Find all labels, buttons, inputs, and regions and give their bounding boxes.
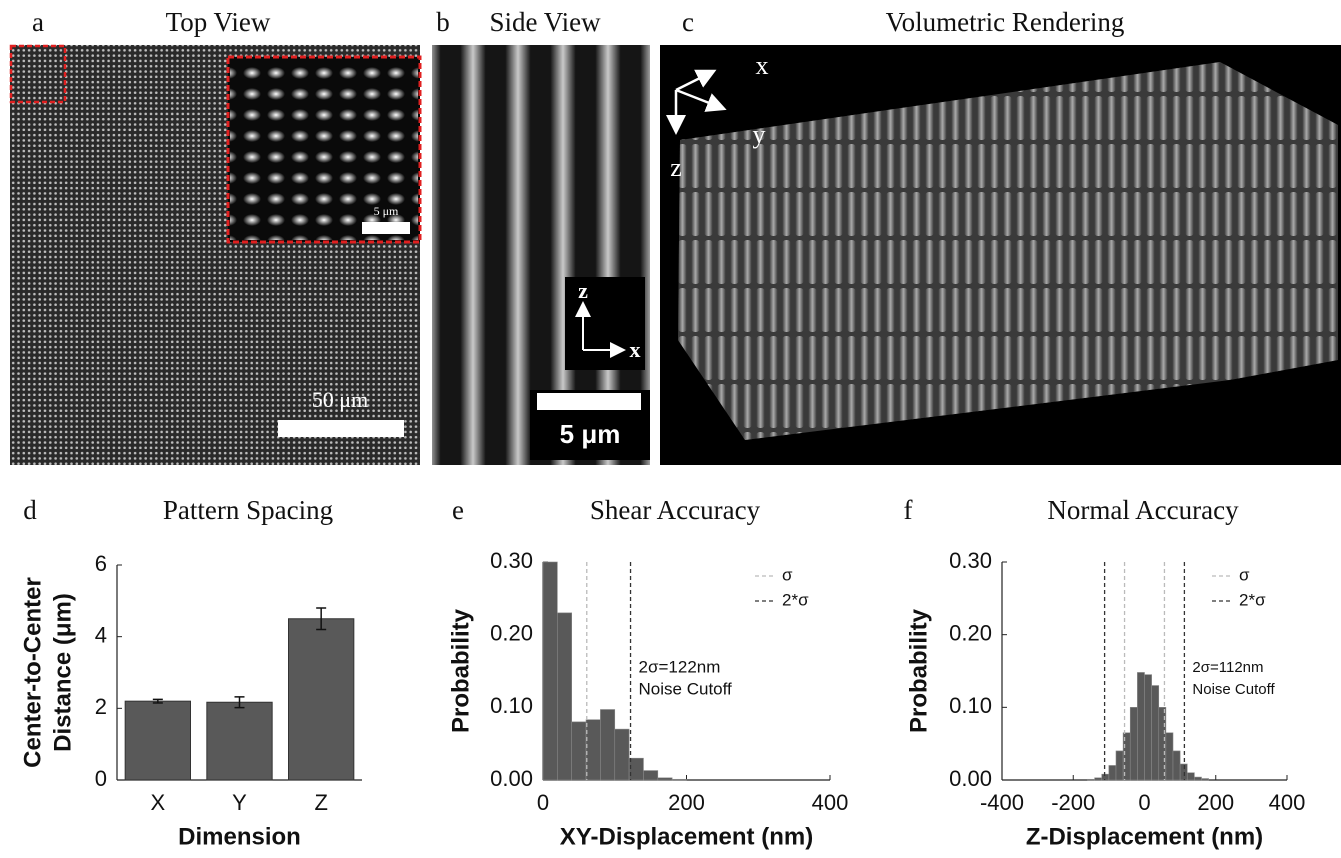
histogram-bar xyxy=(1144,674,1152,781)
histogram-bar xyxy=(1108,765,1117,781)
annotation: Noise Cutoff xyxy=(1192,681,1275,698)
y-axis-label: Distance (μm) xyxy=(49,593,76,752)
histogram-bar xyxy=(542,561,558,781)
legend-label: 2*σ xyxy=(782,590,809,609)
bar xyxy=(288,618,355,781)
panel-label: b xyxy=(436,7,450,37)
x-tick-label: Z xyxy=(314,790,327,815)
inset-dots xyxy=(230,59,418,240)
histogram-bar xyxy=(571,721,587,781)
histogram-bar xyxy=(1172,750,1181,781)
histogram-bar xyxy=(1137,672,1145,781)
bar xyxy=(206,701,273,781)
x-tick-label: 200 xyxy=(1197,790,1234,815)
x-tick-label: 400 xyxy=(1269,790,1306,815)
histogram-bar xyxy=(1087,778,1095,781)
scale-label: 5 μm xyxy=(560,419,621,449)
histogram-bar xyxy=(1151,685,1160,781)
scale-label: 50 μm xyxy=(312,387,368,412)
histogram-bar xyxy=(628,757,644,781)
histogram-bar xyxy=(557,612,572,781)
annotation: Noise Cutoff xyxy=(639,679,733,698)
y-arrow xyxy=(675,88,727,112)
histogram-bar xyxy=(1179,763,1188,781)
histogram-bar xyxy=(1194,776,1202,781)
inset-scale-bar xyxy=(362,222,410,234)
axis-label: z xyxy=(578,278,588,303)
axes-inset xyxy=(565,277,645,370)
panel-label: d xyxy=(23,495,37,525)
histogram-bar xyxy=(1201,778,1209,781)
y-tick-label: 2 xyxy=(95,694,107,719)
y-tick-label: 0.10 xyxy=(490,693,533,718)
scale-bar xyxy=(537,393,641,410)
x-tick-label: Y xyxy=(232,790,247,815)
axis-label: z xyxy=(670,153,682,182)
y-tick-label: 0.00 xyxy=(490,766,533,791)
volume-streaks xyxy=(678,62,1338,440)
x-axis-label: Z-Displacement (nm) xyxy=(1026,823,1263,850)
panel-label: c xyxy=(682,7,694,37)
axis-label: x xyxy=(756,51,769,80)
zoom-box xyxy=(9,44,67,104)
y-tick-label: 0.30 xyxy=(949,548,992,573)
panel-label: f xyxy=(904,495,913,525)
x-tick-label: -200 xyxy=(1051,790,1095,815)
axis-label: x xyxy=(630,337,641,362)
y-axis-label: Probability xyxy=(905,608,932,733)
histogram-bar xyxy=(600,709,616,781)
x-arrow xyxy=(675,69,717,92)
legend-label: σ xyxy=(1239,565,1250,584)
y-tick-label: 0.20 xyxy=(490,620,533,645)
panel-title: Side View xyxy=(489,7,601,37)
x-tick-label: -400 xyxy=(980,790,1024,815)
panel-title: Top View xyxy=(166,7,271,37)
x-axis-label: Dimension xyxy=(178,823,301,850)
x-tick-label: 400 xyxy=(812,790,849,815)
histogram-bar xyxy=(1129,707,1138,781)
y-tick-label: 6 xyxy=(95,551,107,576)
annotation: 2σ=112nm xyxy=(1192,659,1263,676)
legend-label: σ xyxy=(782,565,793,584)
histogram-bar xyxy=(1094,777,1103,781)
bar xyxy=(124,700,191,781)
annotation: 2σ=122nm xyxy=(639,657,721,676)
inset-scale-label: 5 μm xyxy=(374,204,399,218)
histogram-bar xyxy=(1101,773,1110,781)
x-tick-label: 200 xyxy=(668,790,705,815)
y-tick-label: 0 xyxy=(95,766,107,791)
chart-title: Shear Accuracy xyxy=(590,495,761,525)
panel-label: e xyxy=(452,495,464,525)
histogram-bar xyxy=(1165,732,1174,781)
y-tick-label: 0.00 xyxy=(949,766,992,791)
axis-label: y xyxy=(753,120,766,149)
histogram-bar xyxy=(1115,750,1124,781)
y-axis-label: Probability xyxy=(447,608,474,733)
histogram-bar xyxy=(657,777,673,781)
y-tick-label: 4 xyxy=(95,622,107,647)
y-tick-label: 0.20 xyxy=(949,620,992,645)
panel-title: Volumetric Rendering xyxy=(886,7,1125,37)
x-tick-label: 0 xyxy=(537,790,549,815)
scale-bar xyxy=(278,420,404,437)
x-tick-label: X xyxy=(150,790,165,815)
legend-label: 2*σ xyxy=(1239,590,1266,609)
y-axis-label: Center-to-Center xyxy=(19,577,46,768)
histogram-bar xyxy=(1186,772,1195,781)
histogram-bar xyxy=(614,728,630,781)
x-axis-label: XY-Displacement (nm) xyxy=(560,823,813,850)
chart-title: Pattern Spacing xyxy=(163,495,333,525)
chart-title: Normal Accuracy xyxy=(1047,495,1239,525)
y-tick-label: 0.10 xyxy=(949,693,992,718)
y-tick-label: 0.30 xyxy=(490,548,533,573)
panel-label: a xyxy=(32,7,44,37)
histogram-bar xyxy=(643,770,659,781)
histogram-bar xyxy=(585,719,601,781)
x-tick-label: 0 xyxy=(1138,790,1150,815)
histogram-bar xyxy=(671,778,687,781)
